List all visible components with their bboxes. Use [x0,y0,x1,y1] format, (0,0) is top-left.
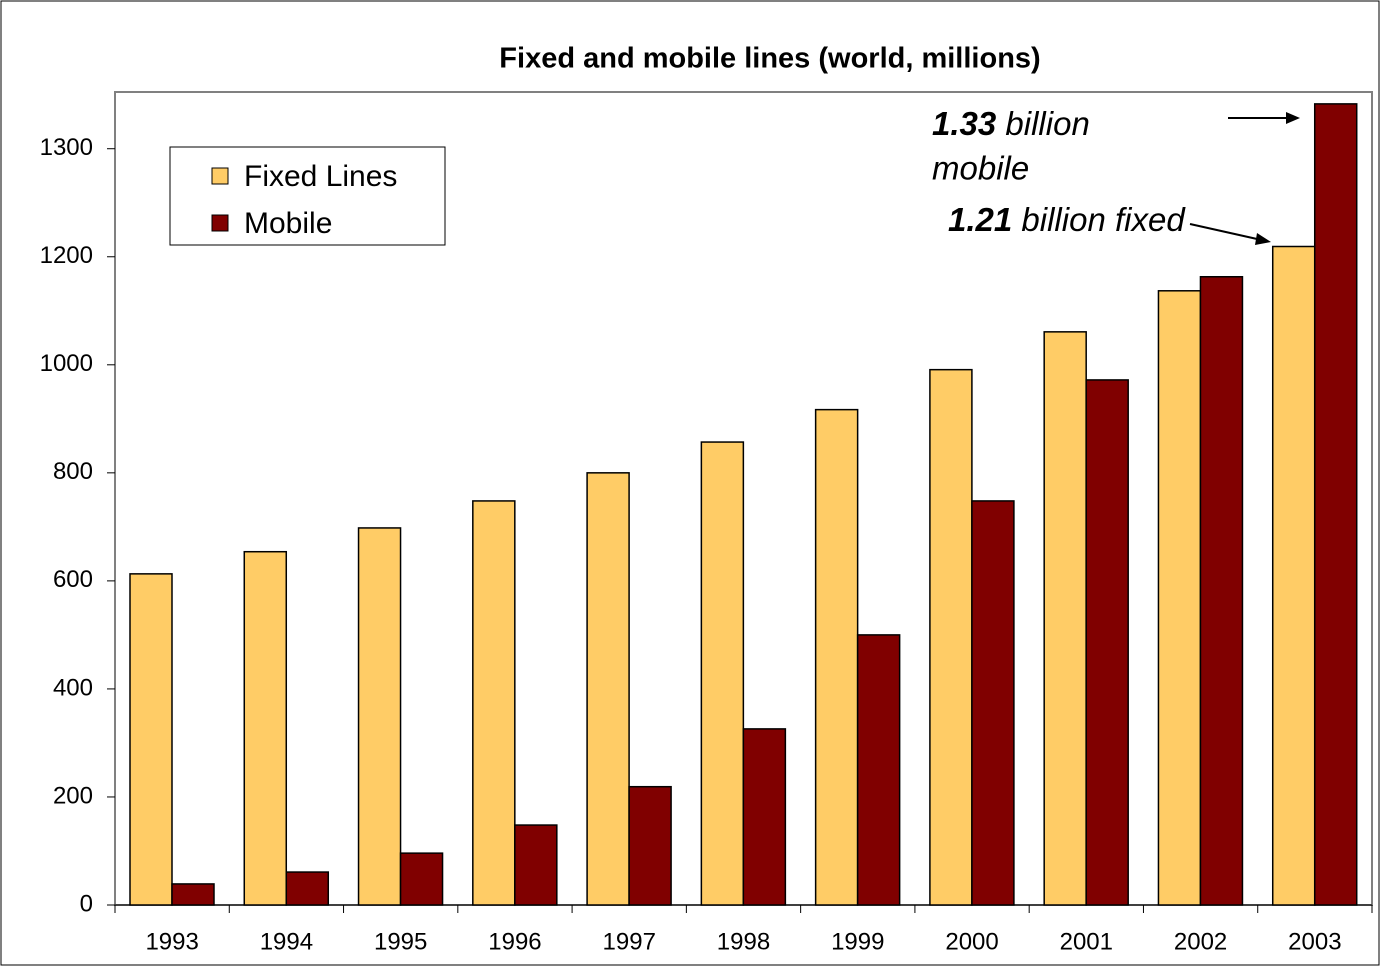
x-tick-label: 1994 [260,928,313,955]
y-tick-label: 1200 [40,242,93,269]
bar [1157,290,1202,906]
x-tick-label: 2003 [1288,928,1341,955]
x-tick-label: 1993 [145,928,198,955]
y-tick-label: 1300 [40,134,93,161]
legend: Fixed Lines Mobile [169,146,446,246]
annotation-text: 1.33 billion [932,105,1090,142]
bar [243,550,288,906]
x-tick-label: 2000 [945,928,998,955]
y-tick-label: 600 [53,566,93,593]
x-tick-label: 1998 [717,928,770,955]
bar [1271,245,1316,906]
bar [586,472,630,906]
bar [357,527,402,906]
y-tick-label: 800 [53,458,93,485]
annotation-line: billion [1005,105,1089,142]
x-tick-label: 1999 [831,928,884,955]
bar [700,441,745,906]
x-tick-label: 1995 [374,928,427,955]
bar [171,883,215,906]
bar [971,500,1015,906]
arrow [1189,223,1267,242]
x-tick-label: 1997 [603,928,656,955]
y-tick-label: 200 [53,782,93,809]
annotation-text: 1.21 billion fixed [948,201,1186,238]
annotation-bold: 1.21 [948,201,1012,238]
y-tick-label: 400 [53,674,93,701]
bar [129,573,173,906]
arrow-head [1255,233,1271,245]
chart-title: Fixed and mobile lines (world, millions) [499,43,1040,75]
annotation-bold: 1.33 [932,105,996,142]
bar [472,500,516,906]
bar [1085,379,1129,906]
y-tick-label: 1000 [40,350,93,377]
annotation-mobile: 1.33 billion mobile [932,105,1300,187]
bar [856,634,901,906]
bar [628,785,672,906]
legend-label: Fixed Lines [244,160,397,193]
bar [514,824,558,906]
bar [1043,331,1087,906]
arrow-head [1286,112,1300,124]
legend-swatch [211,167,229,185]
bar [1313,103,1358,906]
y-tick-label: 0 [80,890,93,917]
legend-label: Mobile [244,207,332,240]
annotation-fixed: 1.21 billion fixed [948,201,1271,245]
bar [285,871,330,906]
annotation-line: billion fixed [1021,201,1186,238]
bar [929,368,973,906]
bar [814,408,859,906]
legend-swatch [211,214,229,232]
bar [399,852,444,906]
x-tick-label: 2002 [1174,928,1227,955]
bar [1199,275,1244,906]
x-tick-label: 1996 [488,928,541,955]
x-tick-label: 2001 [1060,928,1113,955]
bar [742,728,787,906]
annotation-line: mobile [932,150,1029,187]
